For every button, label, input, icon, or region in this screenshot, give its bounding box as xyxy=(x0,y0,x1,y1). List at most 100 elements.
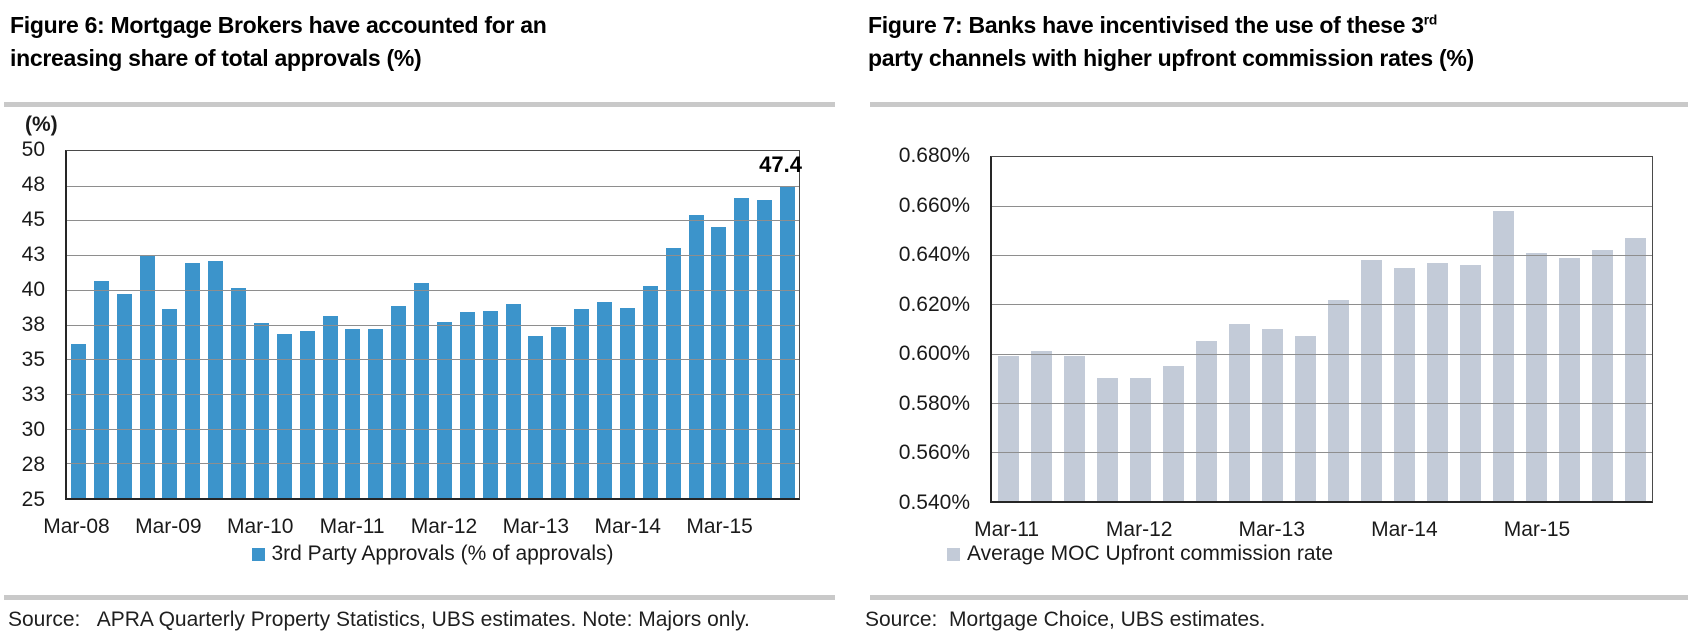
bar-Dec-15 xyxy=(1624,238,1647,501)
bar-Dec-14 xyxy=(1492,211,1515,501)
bar-Sep-11 xyxy=(391,306,407,498)
y-axis-tick-label: 33 xyxy=(21,383,45,406)
bar-Jun-12 xyxy=(459,312,475,498)
x-axis-tick-label: Mar-13 xyxy=(502,515,570,538)
figure7-y-axis-labels: 0.680% 0.660% 0.640% 0.620% 0.600% 0.580% 0.56… xyxy=(840,144,970,514)
y-axis-tick-label: 38 xyxy=(21,313,45,336)
bar-Mar-15 xyxy=(711,227,727,498)
bar-Dec-13 xyxy=(597,302,613,498)
y-axis-tick-label: 0.660% xyxy=(898,193,970,217)
figure6-data-label: 47.4 xyxy=(759,152,802,177)
figure7-x-axis-labels: Mar-11 Mar-12 Mar-13 Mar-14 Mar-15 xyxy=(974,518,1653,544)
y-axis-tick-label: 0.620% xyxy=(898,292,970,316)
bar-Sep-14 xyxy=(665,248,681,498)
figure6-plot-area: 47.4 xyxy=(65,150,802,500)
figure7-title: Figure 7: Banks have incentivised the us… xyxy=(868,9,1668,75)
figure7-title-rule xyxy=(870,102,1688,107)
bar-Dec-13 xyxy=(1360,260,1383,501)
bar-Sep-08 xyxy=(116,293,132,498)
y-axis-tick-label: 0.680% xyxy=(898,144,970,167)
bar-Sep-12 xyxy=(482,310,498,498)
y-axis-tick-label: 0.540% xyxy=(898,491,970,514)
figure6-source-rule xyxy=(4,595,835,600)
gridline xyxy=(67,289,799,291)
gridline xyxy=(992,206,1652,208)
bar-Mar-15 xyxy=(1525,252,1548,501)
figure6-source: Source: APRA Quarterly Property Statisti… xyxy=(8,608,750,631)
bar-Mar-10 xyxy=(253,323,269,498)
gridline xyxy=(992,353,1652,355)
bar-Jun-11 xyxy=(1030,351,1053,501)
figure6-legend-label: 3rd Party Approvals (% of approvals) xyxy=(271,542,614,565)
x-axis-tick-label: Mar-14 xyxy=(1371,518,1438,541)
bar-Sep-11 xyxy=(1063,356,1086,501)
bar-Jun-13 xyxy=(551,327,567,498)
x-axis-tick-label: Mar-12 xyxy=(1105,518,1173,541)
bar-Sep-09 xyxy=(208,260,224,498)
gridline xyxy=(992,255,1652,257)
bar-Jun-14 xyxy=(1426,262,1449,501)
bar-Jun-14 xyxy=(642,285,658,498)
bar-Mar-11 xyxy=(345,328,361,498)
figure7-source-rule xyxy=(870,595,1688,600)
bar-Dec-15 xyxy=(780,187,796,498)
bar-Jun-08 xyxy=(93,281,109,498)
x-axis-tick-label: Mar-09 xyxy=(135,515,202,538)
y-axis-tick-label: 0.600% xyxy=(898,342,970,366)
bar-Jun-11 xyxy=(368,328,384,498)
bar-Dec-11 xyxy=(1096,378,1119,501)
bar-Sep-10 xyxy=(299,331,315,498)
figure6-title: Figure 6: Mortgage Brokers have accounte… xyxy=(10,9,790,75)
y-axis-tick-label: 25 xyxy=(21,488,45,511)
bar-Sep-13 xyxy=(1327,299,1350,501)
bar-Jun-12 xyxy=(1162,365,1185,501)
x-axis-tick-label: Mar-10 xyxy=(226,515,294,538)
gridline xyxy=(67,463,799,465)
bar-Dec-09 xyxy=(231,288,247,498)
bar-Dec-12 xyxy=(1228,324,1251,501)
bar-Mar-14 xyxy=(1393,267,1416,501)
gridline xyxy=(67,393,799,395)
x-axis-tick-label: Mar-15 xyxy=(1503,518,1571,541)
bar-Dec-10 xyxy=(322,316,338,498)
y-axis-tick-label: 0.560% xyxy=(898,441,970,465)
bar-Jun-15 xyxy=(734,198,750,498)
figure7-legend: Average MOC Upfront commission rate xyxy=(860,542,1420,566)
figure6-title-rule xyxy=(4,102,835,107)
figure7-source: Source: Mortgage Choice, UBS estimates. xyxy=(865,608,1266,631)
bar-Mar-13 xyxy=(528,335,544,498)
bar-Mar-13 xyxy=(1261,329,1284,501)
bar-Mar-09 xyxy=(162,309,178,498)
bar-Jun-15 xyxy=(1558,257,1581,501)
y-axis-tick-label: 40 xyxy=(21,278,45,301)
y-axis-tick-label: 45 xyxy=(21,208,45,231)
bar-Mar-12 xyxy=(436,321,452,498)
gridline xyxy=(67,255,799,257)
gridline xyxy=(67,359,799,361)
bar-Sep-15 xyxy=(1591,250,1614,501)
gridline xyxy=(992,304,1652,306)
bar-Mar-12 xyxy=(1129,378,1152,501)
figure6-y-axis-labels: 50 48 45 43 40 38 35 33 30 28 25 xyxy=(0,138,45,511)
figure7-panel: Figure 7: Banks have incentivised the us… xyxy=(844,0,1688,641)
figure7-title-line2: party channels with higher upfront commi… xyxy=(868,45,1474,71)
bar-Sep-14 xyxy=(1459,265,1482,501)
bar-Jun-10 xyxy=(276,334,292,498)
figure7-title-line1: Figure 7: Banks have incentivised the us… xyxy=(868,12,1438,38)
bar-Mar-14 xyxy=(619,307,635,498)
bar-Dec-08 xyxy=(139,255,155,498)
figure7-title-superscript: rd xyxy=(1423,12,1438,28)
y-axis-tick-label: 43 xyxy=(21,243,45,266)
y-axis-tick-label: 48 xyxy=(21,173,45,196)
x-axis-tick-label: Mar-12 xyxy=(410,515,478,538)
y-axis-tick-label: 30 xyxy=(21,418,45,441)
bar-Dec-11 xyxy=(414,282,430,498)
bar-Jun-09 xyxy=(185,263,201,498)
gridline xyxy=(67,220,799,222)
bar-Jun-13 xyxy=(1294,336,1317,501)
y-axis-tick-label: 0.580% xyxy=(898,391,970,415)
bar-Dec-14 xyxy=(688,214,704,498)
y-axis-tick-label: 28 xyxy=(21,453,45,476)
gridline xyxy=(67,185,799,187)
